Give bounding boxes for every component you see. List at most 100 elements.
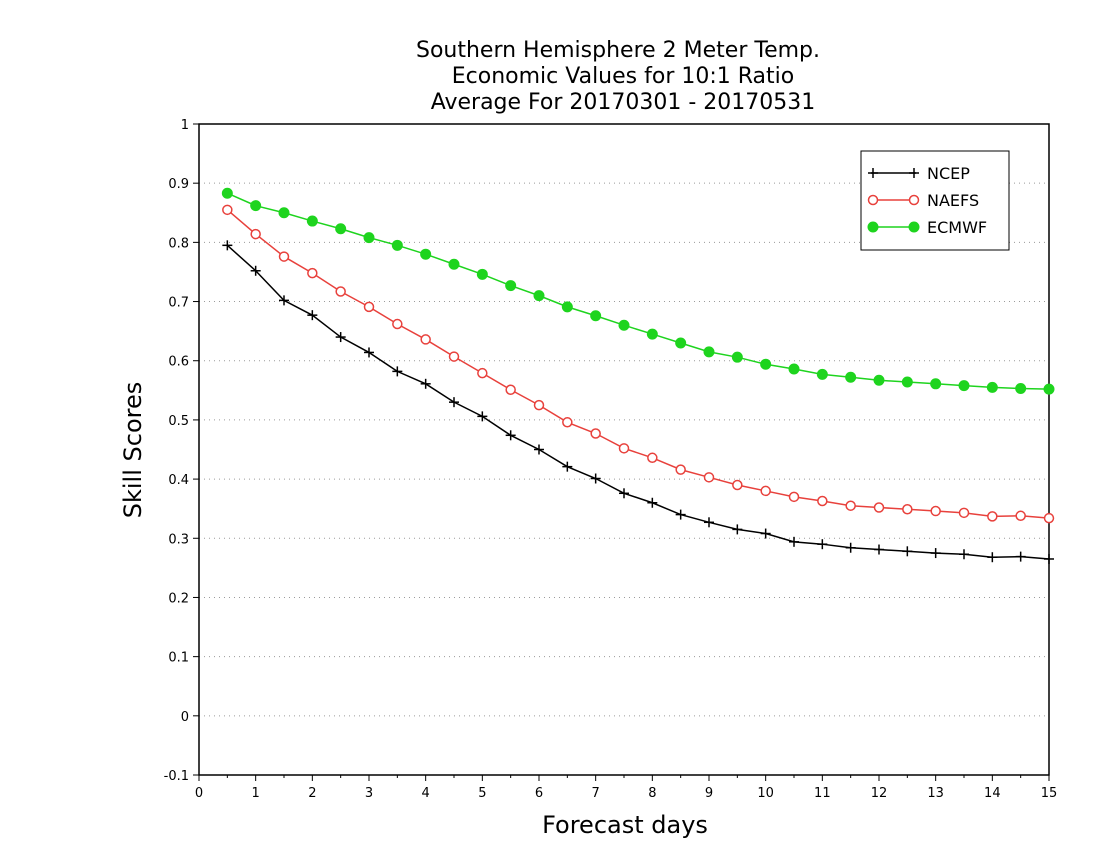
x-tick-label: 10 <box>757 786 774 801</box>
data-point-ncep <box>250 265 261 276</box>
series-naefs <box>222 204 1055 524</box>
data-point-naefs <box>647 452 658 464</box>
series-line-naefs <box>226 209 1050 519</box>
data-point-naefs <box>477 367 488 379</box>
legend-marker-ncep <box>909 168 919 178</box>
title-line-2: Economic Values for 10:1 Ratio <box>452 64 794 89</box>
data-point-ncep <box>1015 551 1026 562</box>
data-point-naefs <box>618 443 630 454</box>
data-point-naefs <box>760 485 771 497</box>
data-point-ecmwf <box>703 346 715 358</box>
data-point-ncep <box>987 552 998 563</box>
x-tick-label: 6 <box>535 786 543 801</box>
data-point-ecmwf <box>788 363 800 375</box>
data-point-ecmwf <box>306 215 318 227</box>
data-point-naefs <box>420 334 431 345</box>
title-line-1: Southern Hemisphere 2 Meter Temp. <box>416 38 820 63</box>
data-point-naefs <box>1015 510 1026 522</box>
series-layer <box>221 187 1055 564</box>
x-tick-label: 4 <box>422 786 430 801</box>
data-point-naefs <box>533 399 545 411</box>
data-point-naefs <box>363 301 375 313</box>
x-tick-label: 14 <box>984 786 1001 801</box>
legend-label-ecmwf: ECMWF <box>927 218 987 237</box>
data-point-ecmwf <box>958 380 970 392</box>
x-tick-label: 5 <box>478 786 486 801</box>
data-point-ecmwf <box>731 351 743 363</box>
x-tick-label: 2 <box>308 786 316 801</box>
data-point-naefs <box>448 351 460 362</box>
chart-title: Southern Hemisphere 2 Meter Temp. Econom… <box>416 38 820 115</box>
data-point-ecmwf <box>335 223 347 235</box>
y-axis-label: Skill Scores <box>119 382 147 519</box>
data-point-ecmwf <box>1015 383 1027 395</box>
x-tick-label: 12 <box>871 786 888 801</box>
legend-marker-naefs <box>908 194 920 206</box>
data-point-ncep <box>704 517 714 528</box>
series-line-ncep <box>226 244 1050 560</box>
legend-item-naefs: NAEFS <box>867 191 979 210</box>
x-tick-label: 0 <box>195 786 203 801</box>
y-axis: -0.1 0 0.1 0.2 0.3 0.4 0.5 0.6 0.7 0.8 0.9 1 <box>164 118 199 784</box>
data-point-ecmwf <box>250 200 262 212</box>
legend: NCEP NAEFS ECMWF <box>860 150 1010 251</box>
data-point-naefs <box>307 267 318 279</box>
data-point-ecmwf <box>675 337 687 349</box>
y-tick-label: 0 <box>181 710 189 725</box>
y-tick-label: 0.5 <box>168 414 189 429</box>
x-tick-label: 1 <box>252 786 260 801</box>
data-point-naefs <box>505 384 516 395</box>
data-point-naefs <box>335 286 346 297</box>
data-point-naefs <box>732 479 743 491</box>
y-tick-label: 0.3 <box>168 532 189 547</box>
data-point-naefs <box>222 204 233 216</box>
data-point-naefs <box>590 428 601 439</box>
data-point-ncep <box>392 366 403 377</box>
data-point-ncep <box>590 473 601 484</box>
y-tick-label: 0.1 <box>168 651 189 666</box>
data-point-naefs <box>675 464 686 475</box>
data-point-ncep <box>789 536 799 547</box>
data-point-naefs <box>278 251 290 262</box>
x-tick-label: 9 <box>705 786 713 801</box>
data-point-naefs <box>392 318 403 330</box>
x-tick-label: 13 <box>927 786 944 801</box>
data-point-ncep <box>760 528 771 539</box>
data-point-ecmwf <box>760 358 772 370</box>
x-tick-label: 15 <box>1041 786 1058 801</box>
series-ncep <box>222 240 1054 564</box>
data-point-ecmwf <box>873 374 885 386</box>
data-point-ncep <box>307 310 318 321</box>
data-point-naefs <box>902 504 913 515</box>
data-point-ncep <box>364 347 374 358</box>
legend-item-ecmwf: ECMWF <box>867 218 987 237</box>
y-tick-label: 0.9 <box>168 177 189 192</box>
series-ecmwf <box>221 187 1055 395</box>
data-point-ncep <box>845 542 856 553</box>
data-point-naefs <box>1043 512 1055 524</box>
data-point-ncep <box>930 548 941 559</box>
data-point-naefs <box>873 502 885 513</box>
y-tick-label: 0.8 <box>168 236 189 251</box>
data-point-naefs <box>562 417 573 428</box>
data-point-ncep <box>505 430 516 441</box>
x-axis-label: Forecast days <box>542 811 708 839</box>
legend-label-naefs: NAEFS <box>927 191 979 210</box>
legend-marker-naefs <box>867 194 879 206</box>
data-point-naefs <box>788 491 800 503</box>
data-point-ncep <box>874 544 884 555</box>
x-axis: 0 1 2 3 4 5 6 7 8 9 10 11 12 13 14 15 <box>195 775 1057 801</box>
data-point-naefs <box>250 228 261 240</box>
title-line-3: Average For 20170301 - 20170531 <box>431 90 816 115</box>
data-point-ncep <box>449 397 459 408</box>
data-point-ecmwf <box>221 187 233 199</box>
x-tick-label: 11 <box>814 786 831 801</box>
data-point-ncep <box>959 549 969 560</box>
data-point-naefs <box>987 511 998 522</box>
grid <box>199 182 1049 717</box>
data-point-ncep <box>732 524 743 535</box>
data-point-ecmwf <box>476 268 488 280</box>
y-tick-label: -0.1 <box>164 769 189 784</box>
x-tick-label: 8 <box>648 786 656 801</box>
